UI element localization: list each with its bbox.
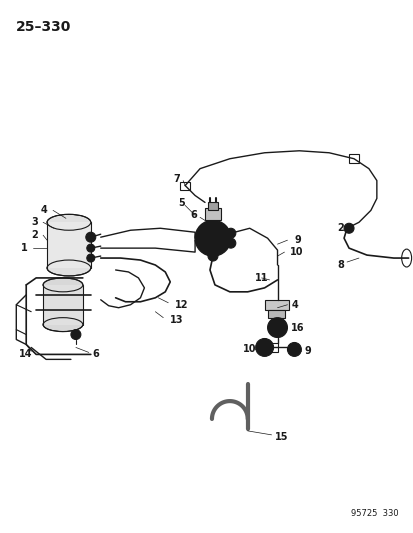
Text: 8: 8 [336,260,343,270]
Bar [259,343,277,352]
Text: 14: 14 [19,350,33,359]
Text: 13: 13 [170,314,183,325]
Circle shape [255,338,273,357]
Text: 3: 3 [31,217,38,227]
Circle shape [195,220,230,256]
Text: 11: 11 [254,273,268,283]
Bar [267,310,285,318]
Text: 12: 12 [175,300,188,310]
Circle shape [87,254,95,262]
Bar [348,154,358,163]
Circle shape [290,345,298,353]
Circle shape [343,223,353,233]
Ellipse shape [43,278,83,292]
Text: 7: 7 [173,174,180,183]
Text: 2: 2 [336,223,343,233]
Circle shape [267,318,287,337]
Bar [43,285,83,325]
Text: 2: 2 [31,230,38,240]
Circle shape [225,228,235,238]
Text: 6: 6 [190,211,197,220]
Circle shape [207,251,217,261]
Text: 15: 15 [274,432,287,442]
Text: 6: 6 [93,350,99,359]
Circle shape [271,321,283,334]
Ellipse shape [47,214,90,230]
Text: 9: 9 [294,235,300,245]
Bar [47,222,90,268]
Circle shape [287,343,301,357]
Text: 5: 5 [178,198,185,208]
Ellipse shape [47,260,90,276]
Text: 16: 16 [291,322,304,333]
Text: 4: 4 [291,300,297,310]
Circle shape [87,244,95,252]
Text: 9: 9 [304,346,310,357]
Circle shape [85,232,95,242]
Circle shape [71,329,81,340]
Ellipse shape [43,318,83,332]
Bar [180,182,190,190]
Circle shape [225,238,235,248]
Text: 4: 4 [41,205,48,215]
Text: 95725  330: 95725 330 [350,510,398,518]
Text: 1: 1 [21,243,28,253]
Text: 10: 10 [289,247,302,257]
Bar [204,208,221,220]
Bar [264,300,289,310]
Circle shape [199,224,226,252]
Bar [207,203,217,211]
Text: 25–330: 25–330 [16,20,71,34]
Text: 10: 10 [242,344,256,354]
